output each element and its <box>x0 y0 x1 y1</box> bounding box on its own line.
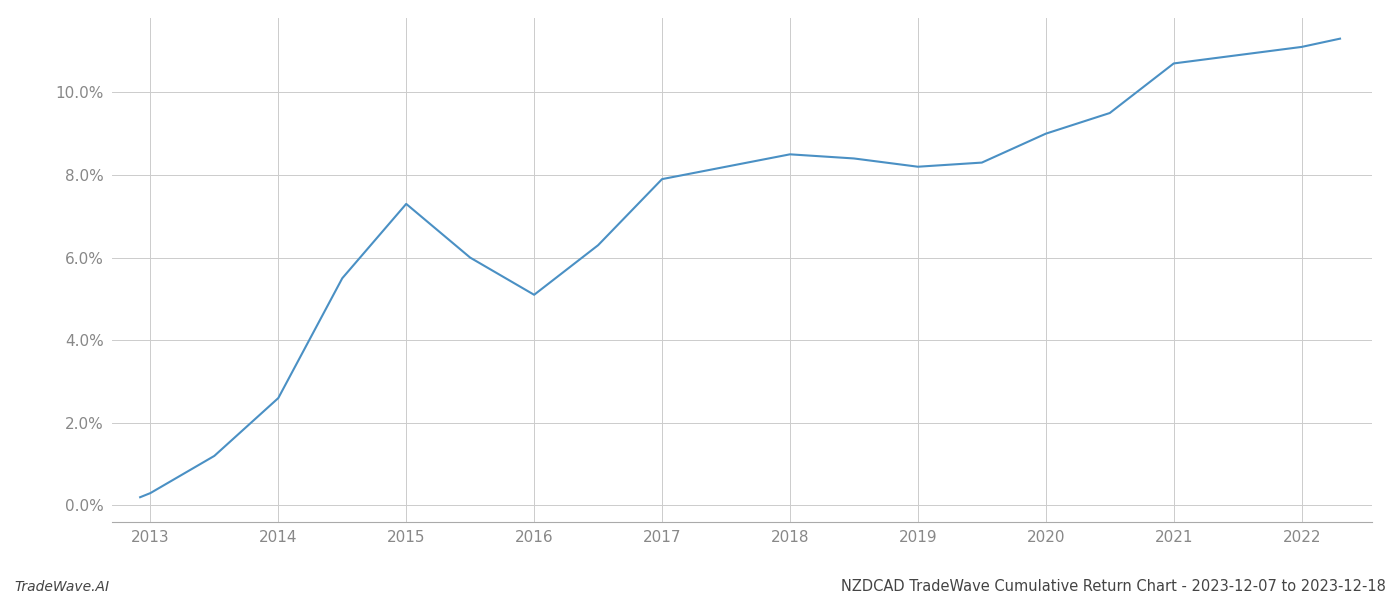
Text: TradeWave.AI: TradeWave.AI <box>14 580 109 594</box>
Text: NZDCAD TradeWave Cumulative Return Chart - 2023-12-07 to 2023-12-18: NZDCAD TradeWave Cumulative Return Chart… <box>841 579 1386 594</box>
